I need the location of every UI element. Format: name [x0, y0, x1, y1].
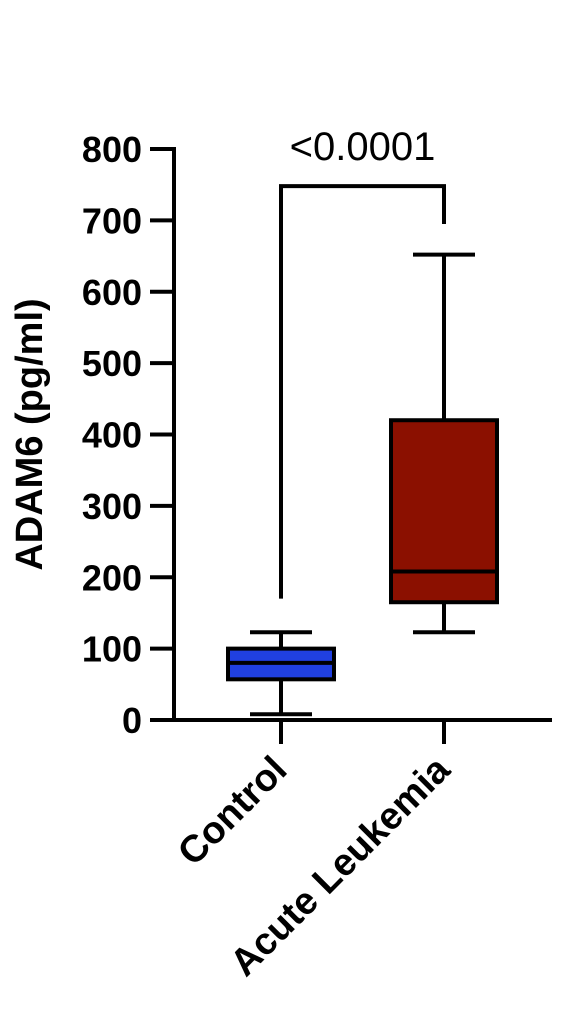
y-tick-label-300: 300 — [82, 486, 142, 527]
box-1 — [389, 252, 499, 635]
y-tick-label-200: 200 — [82, 557, 142, 598]
y-tick-label-0: 0 — [122, 700, 142, 741]
y-tick-label-500: 500 — [82, 343, 142, 384]
significance-label: <0.0001 — [290, 125, 436, 169]
y-tick-label-700: 700 — [82, 200, 142, 241]
boxes — [226, 252, 499, 717]
y-tick-label-800: 800 — [82, 129, 142, 170]
x-category-label-0: Control — [170, 749, 295, 874]
significance-annotation: <0.0001 — [279, 125, 446, 599]
y-axis-title: ADAM6 (pg/ml) — [9, 298, 51, 570]
significance-bracket — [279, 184, 446, 599]
y-tick-label-400: 400 — [82, 415, 142, 456]
y-tick-label-100: 100 — [82, 629, 142, 670]
y-axis: 0 100 200 300 400 500 600 700 800 — [82, 129, 176, 741]
y-tick-label-600: 600 — [82, 272, 142, 313]
box-0 — [226, 630, 336, 717]
box-body-1 — [389, 418, 499, 605]
